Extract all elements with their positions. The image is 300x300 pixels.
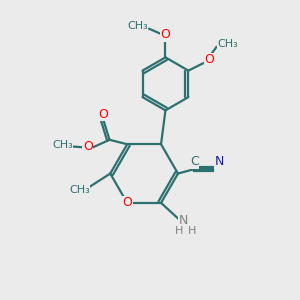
Text: H: H — [188, 226, 196, 236]
Text: O: O — [160, 28, 170, 41]
Text: C: C — [190, 155, 199, 168]
Text: CH₃: CH₃ — [127, 22, 148, 32]
Text: CH₃: CH₃ — [69, 185, 90, 195]
Text: N: N — [178, 214, 188, 227]
Text: H: H — [175, 226, 183, 236]
Text: O: O — [205, 53, 214, 66]
Text: CH₃: CH₃ — [217, 39, 238, 49]
Text: N: N — [214, 155, 224, 168]
Text: CH₃: CH₃ — [52, 140, 73, 150]
Text: O: O — [99, 108, 109, 121]
Text: O: O — [122, 196, 132, 209]
Text: O: O — [83, 140, 93, 153]
